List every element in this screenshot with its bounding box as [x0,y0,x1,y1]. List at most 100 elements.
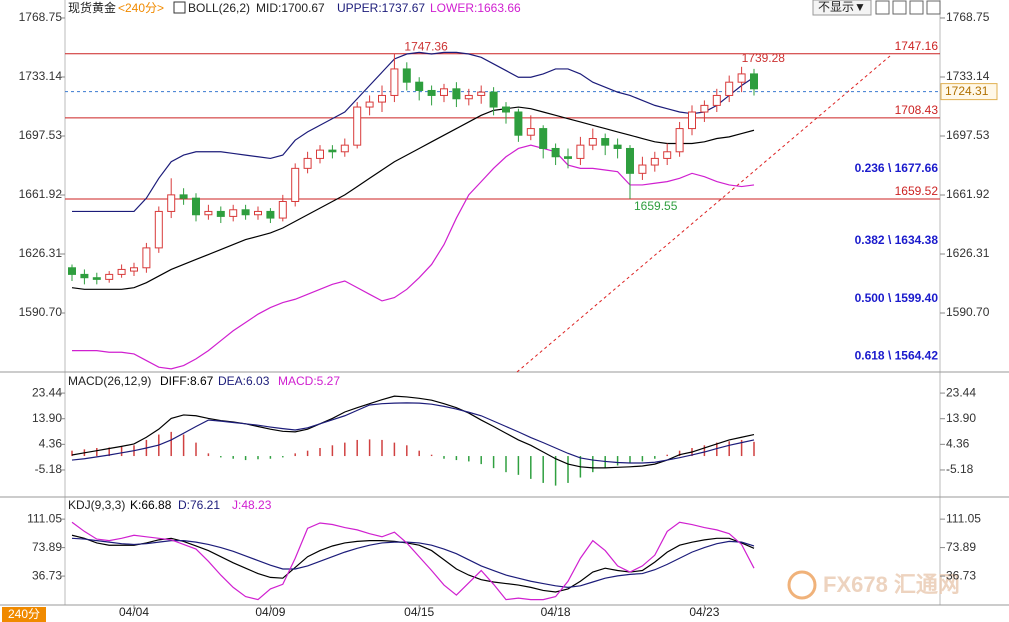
y-tick-label: -5.18 [35,462,63,476]
legend-entry: K:66.88 [130,498,172,512]
candle-body [737,73,746,83]
candle-body [626,147,634,174]
candle-body [353,106,362,146]
candle-body [142,247,151,269]
candle-body [378,94,386,103]
boll-mid: MID:1700.67 [256,1,325,15]
candle-body [440,88,448,96]
legend-entry: MACD:5.27 [278,374,340,388]
y-tick-label: 1768.75 [19,10,63,24]
toolbar-button[interactable] [909,0,924,15]
candle-body [316,149,324,159]
y-tick-label: 23.44 [946,385,976,399]
candle-body [192,197,200,216]
y-tick-label: 1626.31 [19,246,63,260]
x-tick-label: 04/18 [541,605,571,619]
fib-label: 0.618 \ 1564.42 [855,349,939,363]
candle-body [712,94,721,106]
fib-label: 0.500 \ 1599.40 [855,291,939,305]
legend-entry: DIFF:8.67 [160,374,214,388]
candle-body [539,128,548,149]
boll-lower: LOWER:1663.66 [430,1,521,15]
candle-body [551,147,560,158]
y-tick-label: 111.05 [946,511,981,525]
candle-body [266,210,275,219]
y-tick-label: 73.89 [946,540,976,554]
candle-body [564,156,572,159]
boll-line [72,144,755,370]
fib-label: 0.236 \ 1677.66 [855,161,939,175]
candle-body [80,273,89,279]
level-label: 1747.16 [895,39,939,53]
low-annotation: 1659.55 [634,199,678,213]
macd-line [71,402,755,464]
dropdown[interactable] [812,0,872,16]
candle-body [688,111,696,130]
symbol: 现货黄金 [68,0,116,15]
y-tick-label: 1697.53 [19,128,63,142]
y-tick-label: 1661.92 [946,187,990,201]
high-annotation: 1747.36 [404,40,448,54]
level-label: 1659.52 [895,184,939,198]
candle-body [390,68,399,96]
dropdown-label[interactable]: 不显示▼ [818,0,866,14]
toolbar-button[interactable] [926,0,941,15]
candle-body [427,89,436,96]
candle-body [105,273,114,280]
toolbar-button[interactable] [892,0,907,15]
y-tick-label: 23.44 [32,385,62,399]
candle-body [526,128,535,136]
period-badge-label[interactable]: 240分 [8,607,40,621]
boll-upper: UPPER:1737.67 [337,1,425,15]
candle-body [638,164,647,174]
candle-body [514,111,523,136]
candle-body [750,73,758,90]
candle-body [92,277,101,280]
legend-entry: DEA:6.03 [218,374,270,388]
period-badge[interactable] [2,607,46,622]
candle-body [402,68,411,83]
candle-body [291,167,300,202]
toolbar-button[interactable] [875,0,890,15]
y-tick-label: 13.90 [946,411,976,425]
indicator-icon[interactable] [173,1,186,14]
period: <240分> [118,1,164,15]
candle-body [229,209,238,217]
x-tick-label: 04/04 [119,605,149,619]
y-tick-label: 4.36 [39,437,63,451]
x-tick-label: 04/09 [255,605,285,619]
candle-body [502,106,510,113]
watermark: FX678 汇通网 [823,572,960,597]
watermark-logo [787,570,817,600]
candle-body [204,210,213,216]
high-annotation: 1739.28 [742,51,786,65]
candle-body [464,94,473,100]
candle-body [328,149,337,153]
macd-line [71,395,755,469]
panel-title: MACD(26,12,9) [68,374,151,388]
y-tick-label: 4.36 [946,437,970,451]
legend-entry: J:48.23 [232,498,272,512]
current-price-label: 1724.31 [945,84,989,98]
y-tick-label: 1697.53 [946,128,990,142]
candle-body [663,151,672,159]
candle-body [489,91,498,108]
y-tick-label: 1661.92 [19,187,63,201]
y-tick-label: 1590.70 [19,305,63,319]
boll-line [72,51,755,213]
candle-body [216,210,225,217]
y-tick-label: 111.05 [27,511,62,525]
kdj-line [71,537,755,588]
candle-body [477,91,486,96]
y-tick-label: 1733.14 [19,69,63,83]
level-label: 1708.43 [895,103,939,117]
boll-line [71,106,755,290]
candle-body [179,194,188,199]
current-price-box [940,83,998,101]
candle-body [613,144,622,149]
candle-body [167,194,176,212]
candle-body [254,210,262,216]
candle-body [576,144,585,159]
